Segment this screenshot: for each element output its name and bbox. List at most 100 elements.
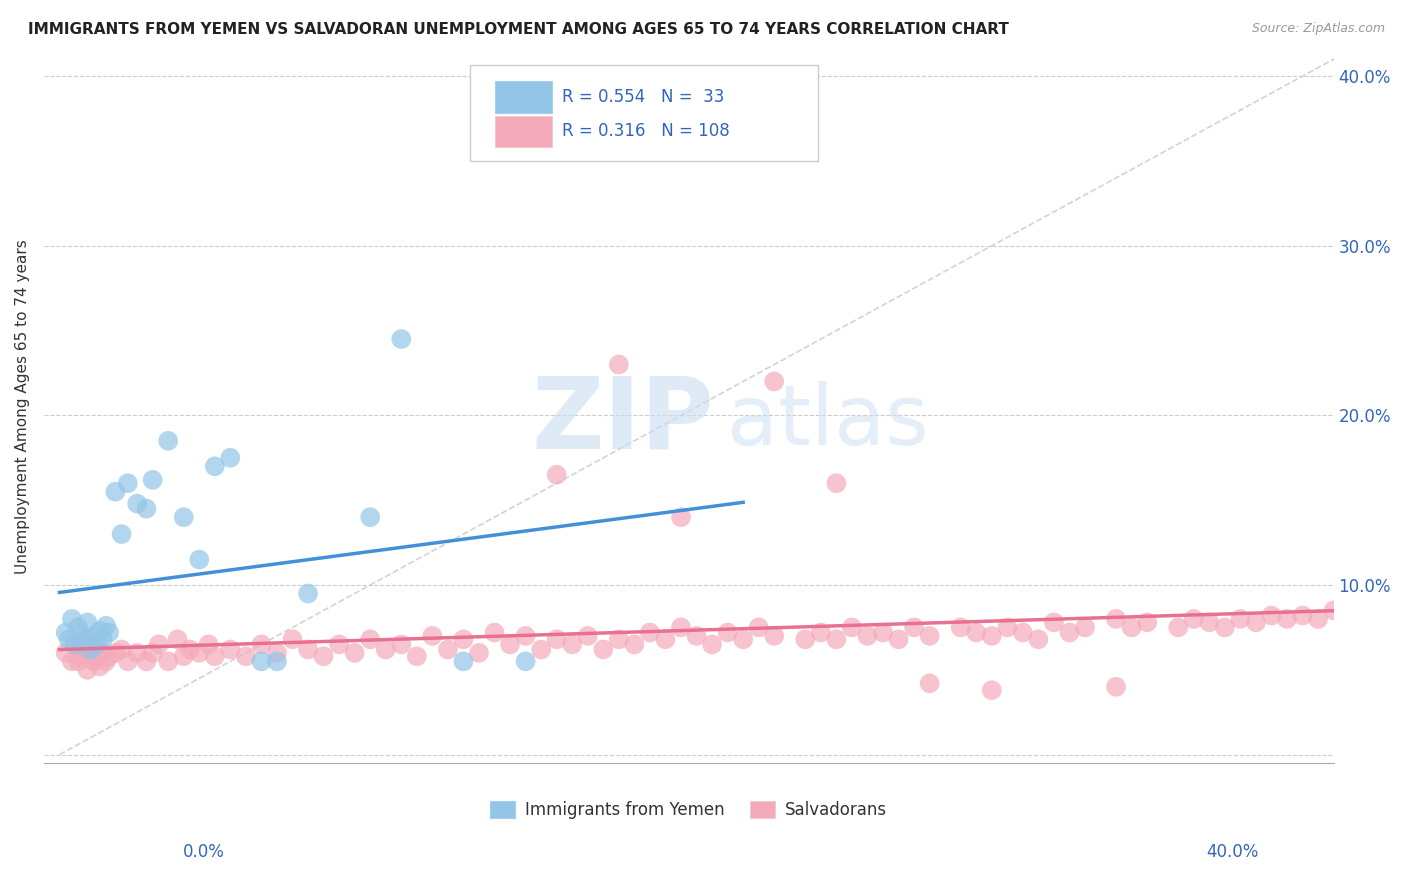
- Point: [623, 637, 645, 651]
- Text: Source: ZipAtlas.com: Source: ZipAtlas.com: [1251, 22, 1385, 36]
- Point: [127, 646, 149, 660]
- Point: [437, 642, 460, 657]
- Point: [468, 646, 491, 660]
- Point: [1182, 612, 1205, 626]
- Point: [872, 625, 894, 640]
- Point: [297, 642, 319, 657]
- Point: [561, 637, 583, 651]
- Point: [1198, 615, 1220, 630]
- Text: IMMIGRANTS FROM YEMEN VS SALVADORAN UNEMPLOYMENT AMONG AGES 65 TO 74 YEARS CORRE: IMMIGRANTS FROM YEMEN VS SALVADORAN UNEM…: [28, 22, 1010, 37]
- Point: [219, 450, 242, 465]
- Point: [359, 632, 381, 647]
- Point: [250, 654, 273, 668]
- Point: [173, 510, 195, 524]
- Point: [484, 625, 506, 640]
- Point: [179, 642, 201, 657]
- Point: [903, 620, 925, 634]
- Text: 0.0%: 0.0%: [183, 843, 225, 861]
- Point: [89, 624, 111, 638]
- Point: [607, 632, 630, 647]
- Point: [576, 629, 599, 643]
- Point: [1074, 620, 1097, 634]
- Point: [312, 649, 335, 664]
- Point: [110, 527, 132, 541]
- Point: [135, 501, 157, 516]
- Point: [1260, 608, 1282, 623]
- Point: [83, 629, 105, 643]
- Point: [1291, 608, 1313, 623]
- Point: [166, 632, 188, 647]
- Point: [79, 642, 101, 657]
- Point: [1011, 625, 1033, 640]
- Point: [73, 642, 96, 657]
- Point: [127, 497, 149, 511]
- Point: [1028, 632, 1050, 647]
- Point: [1213, 620, 1236, 634]
- Point: [530, 642, 553, 657]
- Point: [1167, 620, 1189, 634]
- Point: [110, 642, 132, 657]
- Point: [374, 642, 396, 657]
- Point: [297, 586, 319, 600]
- Point: [1043, 615, 1066, 630]
- Point: [94, 654, 117, 668]
- Point: [67, 654, 90, 668]
- Point: [918, 629, 941, 643]
- Point: [669, 510, 692, 524]
- Point: [794, 632, 817, 647]
- Point: [104, 484, 127, 499]
- Point: [1105, 680, 1128, 694]
- Point: [70, 649, 93, 664]
- Text: atlas: atlas: [727, 381, 929, 462]
- Text: R = 0.554   N =  33: R = 0.554 N = 33: [562, 88, 724, 106]
- Point: [453, 654, 475, 668]
- Point: [1275, 612, 1298, 626]
- Point: [89, 659, 111, 673]
- Point: [965, 625, 987, 640]
- Point: [980, 683, 1002, 698]
- Point: [654, 632, 676, 647]
- Point: [76, 615, 98, 630]
- Point: [343, 646, 366, 660]
- Point: [700, 637, 723, 651]
- Point: [55, 646, 77, 660]
- Point: [219, 642, 242, 657]
- Point: [1354, 603, 1376, 617]
- Point: [157, 654, 180, 668]
- Point: [117, 654, 139, 668]
- Point: [204, 459, 226, 474]
- Point: [204, 649, 226, 664]
- Point: [173, 649, 195, 664]
- Point: [157, 434, 180, 448]
- Point: [235, 649, 257, 664]
- Legend: Immigrants from Yemen, Salvadorans: Immigrants from Yemen, Salvadorans: [484, 795, 894, 826]
- Point: [98, 625, 121, 640]
- Point: [148, 637, 170, 651]
- Point: [592, 642, 614, 657]
- Point: [63, 637, 86, 651]
- Point: [389, 637, 412, 651]
- Point: [546, 632, 568, 647]
- Point: [422, 629, 444, 643]
- Point: [86, 649, 108, 664]
- Point: [79, 646, 101, 660]
- FancyBboxPatch shape: [495, 81, 553, 112]
- Point: [748, 620, 770, 634]
- Point: [281, 632, 304, 647]
- Point: [328, 637, 350, 651]
- Point: [856, 629, 879, 643]
- FancyBboxPatch shape: [495, 115, 553, 147]
- Point: [980, 629, 1002, 643]
- Point: [1105, 612, 1128, 626]
- Point: [685, 629, 707, 643]
- Point: [94, 618, 117, 632]
- Text: R = 0.316   N = 108: R = 0.316 N = 108: [562, 122, 730, 140]
- Point: [918, 676, 941, 690]
- Point: [638, 625, 661, 640]
- Point: [825, 632, 848, 647]
- Text: 40.0%: 40.0%: [1206, 843, 1258, 861]
- Point: [135, 654, 157, 668]
- Point: [142, 646, 165, 660]
- Point: [389, 332, 412, 346]
- Point: [717, 625, 740, 640]
